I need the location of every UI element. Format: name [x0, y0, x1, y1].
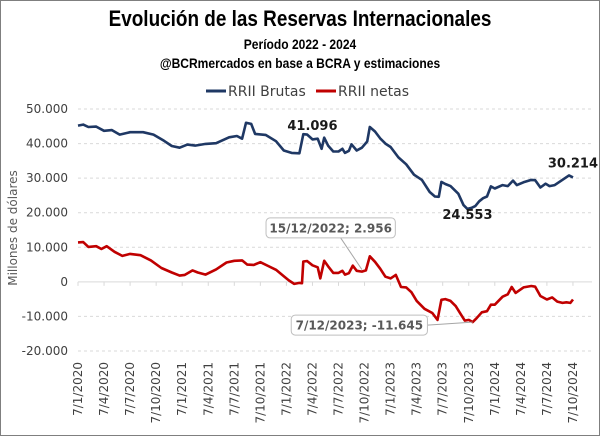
y-tick-label: 0	[60, 275, 68, 289]
x-tick-label: 7/10/2023	[462, 362, 476, 424]
x-tick-label: 7/7/2023	[436, 362, 450, 416]
y-tick-label: 10.000	[26, 240, 68, 254]
x-tick-label: 7/7/2021	[227, 362, 241, 416]
x-tick-label: 7/10/2020	[149, 362, 163, 424]
x-tick-label: 7/4/2022	[305, 362, 319, 416]
legend-label: RRII netas	[338, 84, 409, 100]
data-label: 41.096	[287, 119, 337, 134]
data-label: 30.214	[548, 156, 598, 171]
x-tick-label: 7/10/2024	[566, 362, 580, 424]
y-tick-label: 20.000	[26, 206, 68, 220]
callout-leader	[340, 237, 363, 270]
legend-label: RRII Brutas	[228, 84, 306, 100]
x-axis: 7/1/2020 7/4/2020 7/7/2020 7/10/2020 7/1/202…	[71, 281, 580, 424]
x-tick-label: 7/7/2024	[540, 362, 554, 416]
y-tick-label: 50.000	[26, 102, 68, 116]
y-tick-label: -20.000	[22, 344, 68, 358]
y-tick-label: -10.000	[22, 309, 68, 323]
x-tick-label: 7/4/2021	[201, 362, 215, 416]
y-tick-label: 40.000	[26, 137, 68, 151]
callout-label: 7/12/2023; -11.645	[296, 319, 423, 333]
chart-subtitle: Período 2022 - 2024	[243, 36, 357, 52]
chart-title: Evolución de las Reservas Internacionale…	[108, 6, 492, 31]
gridlines	[78, 108, 592, 352]
callout-leader	[427, 321, 473, 326]
data-label: 24.553	[442, 208, 492, 223]
y-axis-label: Millones de dólares	[6, 170, 20, 286]
annotations: 41.096 24.553 30.214 15/12/2022; 2.956 7/12/…	[265, 119, 598, 336]
x-tick-label: 7/4/2023	[410, 362, 424, 416]
chart-source: @BCRmercados en base a BCRA y estimacion…	[159, 55, 441, 71]
series-lines	[77, 121, 575, 324]
x-tick-label: 7/10/2022	[358, 362, 372, 424]
x-tick-label: 7/4/2020	[97, 362, 111, 416]
x-tick-label: 7/1/2023	[384, 362, 398, 416]
callout-box	[290, 314, 428, 336]
x-tick-label: 7/7/2022	[332, 362, 346, 416]
x-tick-label: 7/1/2020	[71, 362, 85, 416]
x-tick-label: 7/7/2020	[123, 362, 137, 416]
legend: RRII Brutas RRII netas	[206, 84, 409, 100]
x-tick-label: 7/1/2021	[175, 362, 189, 416]
x-tick-label: 7/1/2024	[488, 362, 502, 416]
y-axis: 50.000 40.000 30.000 20.000 10.000 0 -10.000 -2…	[22, 102, 68, 358]
x-tick-label: 7/4/2024	[514, 362, 528, 416]
series-line-rrii-netas	[77, 240, 575, 324]
x-tick-label: 7/10/2021	[253, 362, 267, 424]
series-line-rrii-brutas	[77, 121, 574, 211]
x-tick-label: 7/1/2022	[279, 362, 293, 416]
callout-box	[265, 217, 396, 239]
y-tick-label: 30.000	[26, 171, 68, 185]
callout-label: 15/12/2022; 2.956	[269, 221, 392, 235]
